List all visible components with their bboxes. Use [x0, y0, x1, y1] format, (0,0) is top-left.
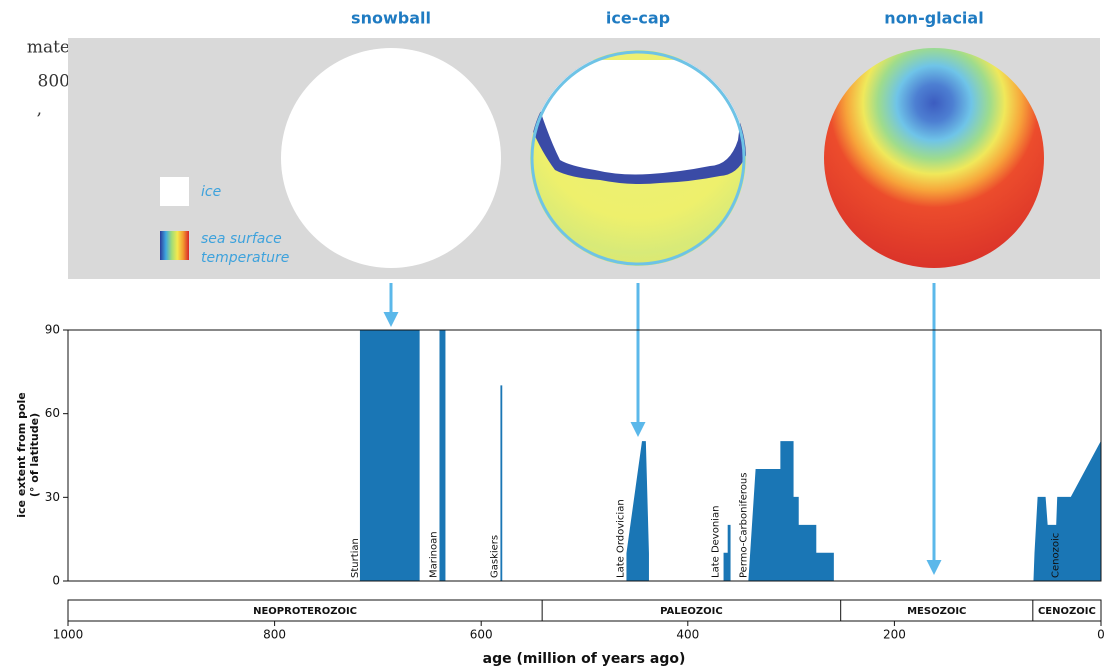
y-axis-label: (° of latitude) — [28, 413, 41, 497]
legend-label: sea surface — [201, 231, 282, 247]
glaciation-label: Gaskiers — [490, 535, 501, 578]
glaciation-label: Marinoan — [429, 531, 440, 578]
plot-frame — [68, 330, 1101, 581]
era-label: CENOZOIC — [1038, 606, 1096, 617]
x-tick-label: 1000 — [53, 628, 84, 642]
cropped-text: mate — [27, 38, 70, 58]
glaciation-label: Permo-Carboniferous — [739, 473, 750, 578]
y-tick-label: 30 — [45, 490, 60, 504]
era-label: NEOPROTEROZOIC — [253, 606, 357, 617]
snowball-globe — [281, 48, 501, 268]
glaciation-label: Cenozoic — [1051, 533, 1062, 578]
globe-title: snowball — [351, 9, 431, 28]
legend-swatch — [160, 177, 189, 206]
x-tick-label: 600 — [470, 628, 493, 642]
figure: mate 800 , snowball ice-cap non-glacial … — [0, 0, 1112, 670]
era-label: PALEOZOIC — [660, 606, 723, 617]
glaciation-label: Sturtian — [350, 538, 361, 578]
icecap-globe — [528, 50, 748, 266]
cropped-text: , — [37, 100, 42, 120]
y-axis-label: ice extent from pole — [15, 392, 28, 518]
legend-label: temperature — [201, 250, 289, 266]
ice-area — [360, 330, 1101, 581]
x-tick-label: 200 — [883, 628, 906, 642]
globe-title: non-glacial — [884, 9, 983, 28]
legend-label: ice — [201, 184, 221, 200]
x-axis-label: age (million of years ago) — [483, 651, 686, 667]
y-tick-label: 60 — [45, 406, 60, 420]
legend-swatch — [160, 231, 189, 260]
era-label: MESOZOIC — [907, 606, 966, 617]
globe-title: ice-cap — [606, 9, 670, 28]
cropped-text: 800 — [38, 72, 70, 92]
x-tick-label: 0 — [1097, 628, 1105, 642]
glaciation-label: Late Ordovician — [616, 499, 627, 578]
y-tick-label: 90 — [45, 323, 60, 337]
x-tick-label: 800 — [263, 628, 286, 642]
glaciation-label: Late Devonian — [711, 506, 722, 578]
y-tick-label: 0 — [52, 574, 60, 588]
x-tick-label: 400 — [676, 628, 699, 642]
nonglacial-globe — [824, 48, 1044, 268]
